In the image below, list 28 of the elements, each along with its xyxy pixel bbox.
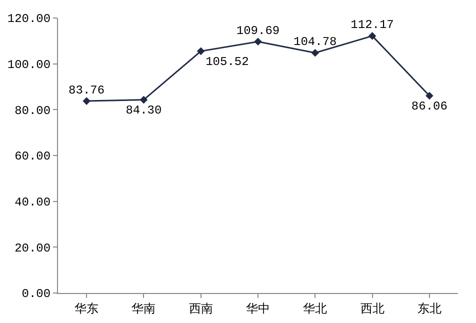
data-label: 112.17 [350, 18, 394, 32]
y-tick-label: 60.00 [14, 150, 51, 164]
data-label: 83.76 [68, 83, 105, 98]
y-tick-label: 20.00 [14, 241, 51, 256]
x-tick-label: 西北 [360, 301, 384, 316]
y-tick-label: 100.00 [7, 58, 51, 72]
x-tick-label: 华北 [303, 301, 328, 316]
data-label: 86.06 [411, 100, 448, 114]
x-tick-label: 华南 [132, 301, 156, 316]
y-tick-label: 0.00 [22, 287, 51, 302]
data-label: 104.78 [294, 35, 337, 50]
data-label: 84.30 [126, 104, 162, 118]
data-label: 105.52 [206, 54, 249, 69]
x-tick-label: 华东 [74, 301, 99, 316]
x-tick-label: 华中 [246, 301, 270, 316]
point [82, 97, 90, 105]
point [140, 96, 148, 104]
y-tick-label: 80.00 [14, 104, 51, 118]
data-label: 109.69 [236, 24, 280, 38]
point [311, 48, 320, 57]
y-tick-label: 120.00 [7, 12, 51, 26]
point [254, 38, 262, 46]
x-tick-label: 西南 [188, 301, 213, 316]
point [426, 92, 434, 100]
point [196, 47, 205, 56]
x-tick-label: 东北 [417, 301, 442, 316]
point [368, 32, 376, 40]
y-tick-label: 40.00 [14, 196, 51, 210]
